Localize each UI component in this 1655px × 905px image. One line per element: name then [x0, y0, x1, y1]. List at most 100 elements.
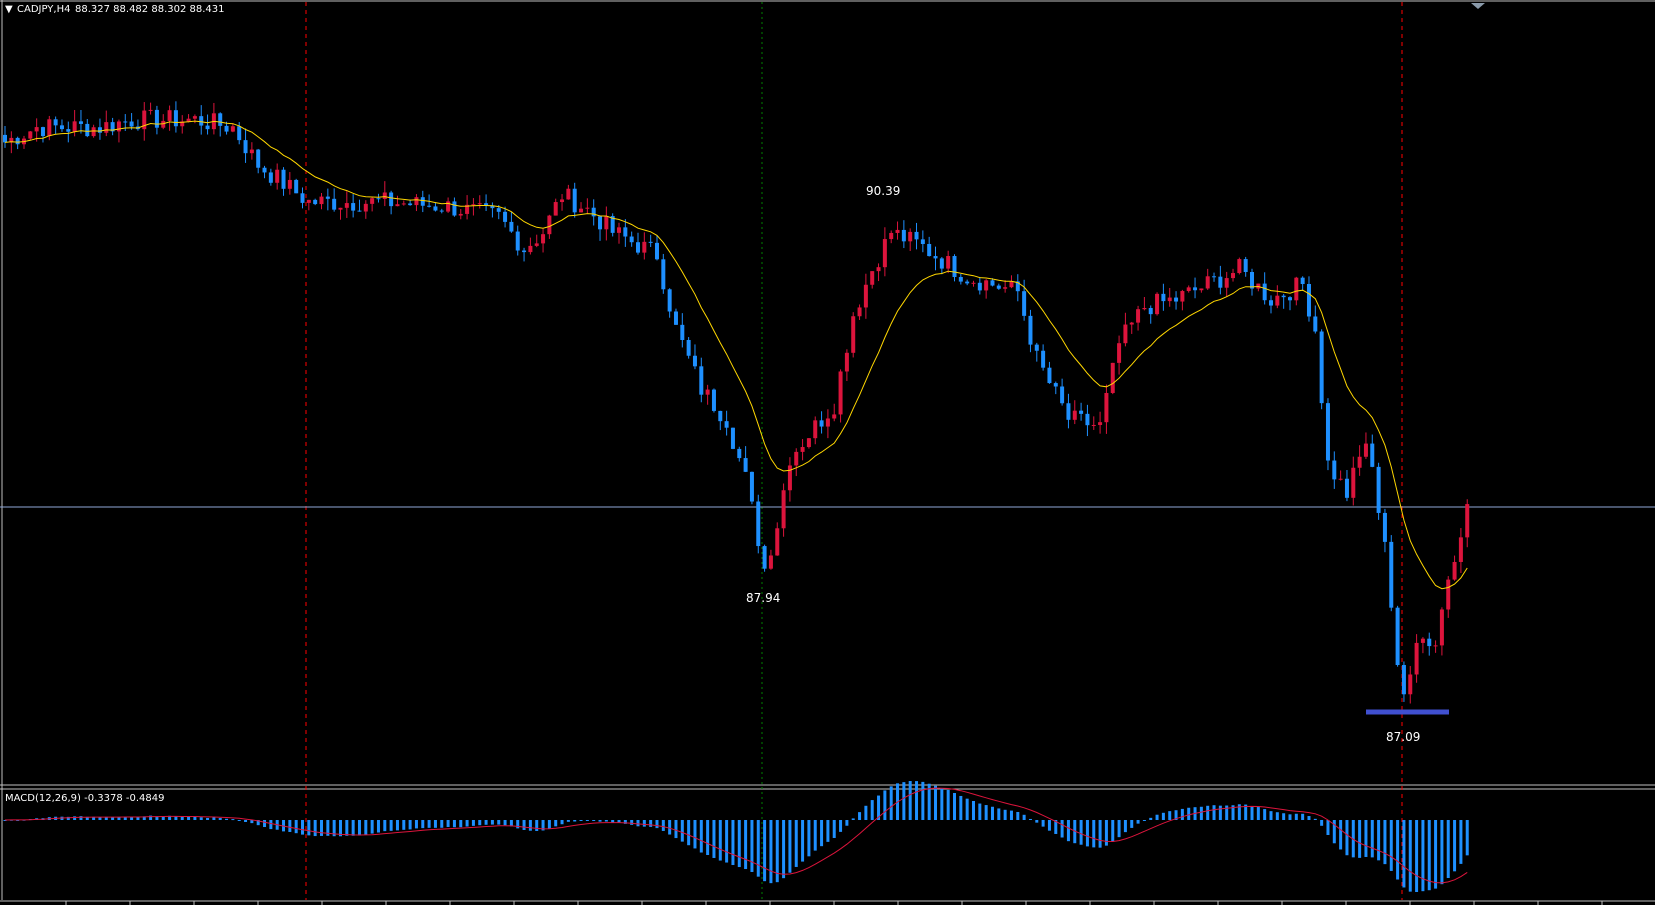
macd-bar: [1326, 820, 1330, 835]
candle-body: [1344, 478, 1349, 498]
candle-body: [1180, 291, 1185, 302]
candle-body: [471, 204, 476, 206]
macd-bar: [1047, 820, 1051, 831]
candle-body: [566, 188, 571, 200]
macd-bar: [338, 820, 342, 837]
macd-bar: [1345, 820, 1349, 856]
macd-bar: [604, 820, 608, 822]
candle-body: [357, 210, 362, 212]
macd-bar: [566, 820, 570, 822]
candle-body: [977, 282, 982, 291]
candle-body: [1098, 422, 1103, 425]
macd-bar: [389, 820, 393, 831]
macd-bar: [1028, 818, 1032, 820]
macd-bar: [402, 820, 406, 830]
macd-bar: [1054, 820, 1058, 834]
macd-bar: [459, 820, 463, 828]
macd-bar: [1459, 820, 1463, 864]
candle-body: [465, 204, 470, 214]
macd-bar: [193, 816, 197, 820]
macd-bar: [1206, 805, 1210, 820]
candle-body: [427, 205, 432, 207]
candle-body: [281, 169, 286, 189]
candle-body: [300, 193, 305, 203]
macd-bar: [953, 793, 956, 820]
candle-body: [382, 192, 387, 199]
candle-body: [1389, 541, 1394, 608]
candles: [3, 101, 1470, 704]
low-price-label: 87.09: [1386, 730, 1420, 744]
candle-body: [1218, 276, 1223, 288]
candle-body: [560, 199, 565, 203]
macd-bar: [927, 783, 931, 820]
candle-body: [1136, 309, 1141, 323]
candle-body: [673, 311, 678, 325]
candle-body: [9, 137, 14, 143]
macd-bar: [484, 820, 488, 825]
low-price-label: 87.94: [746, 591, 780, 605]
macd-bar: [832, 820, 836, 838]
candle-body: [34, 127, 39, 132]
macd-bar: [98, 817, 102, 820]
candle-body: [1243, 259, 1248, 273]
macd-bar: [1453, 820, 1457, 872]
macd-bar: [1282, 813, 1286, 820]
macd-bar: [1402, 820, 1406, 888]
macd-bar: [522, 820, 526, 830]
macd-histogram: [3, 781, 1469, 892]
macd-bar: [326, 820, 330, 836]
macd-bar: [883, 790, 887, 820]
macd-bar: [642, 820, 646, 827]
macd-bar: [731, 820, 735, 866]
ohlc-values: 88.327 88.482 88.302 88.431: [75, 4, 225, 15]
candle-body: [718, 410, 723, 422]
candle-body: [116, 121, 121, 132]
candle-body: [1009, 281, 1014, 288]
macd-bar: [351, 820, 355, 836]
candle-body: [636, 242, 640, 253]
macd-bar: [655, 820, 659, 829]
macd-bar: [560, 820, 564, 825]
candle-body: [813, 420, 818, 439]
macd-bar: [1288, 814, 1292, 820]
macd-bar: [870, 800, 874, 820]
chart-shift-marker-icon[interactable]: [1471, 3, 1485, 9]
candle-body: [857, 307, 862, 317]
candle-body: [85, 123, 90, 137]
candle-body: [230, 126, 235, 132]
macd-bar: [440, 820, 444, 828]
macd-bar: [1187, 807, 1191, 820]
candle-body: [237, 126, 242, 141]
candle-body: [996, 285, 1001, 289]
macd-bar: [706, 820, 710, 856]
candle-body: [667, 289, 672, 312]
macd-signal-line: [4, 787, 1468, 884]
macd-bar: [199, 817, 203, 820]
macd-bar: [826, 820, 830, 842]
macd-bar: [427, 820, 431, 828]
candle-body: [1357, 456, 1362, 468]
macd-bar: [807, 820, 811, 857]
macd-bar: [1421, 820, 1425, 892]
candle-body: [1034, 344, 1039, 351]
candle-body: [965, 281, 970, 284]
macd-bar: [775, 820, 779, 883]
candle-body: [876, 267, 881, 272]
candle-body: [72, 121, 77, 132]
candle-body: [1452, 561, 1457, 580]
macd-bar: [1155, 814, 1159, 820]
candle-body: [338, 207, 343, 210]
candle-body: [414, 197, 419, 206]
candle-body: [920, 239, 925, 244]
candle-body: [1155, 293, 1160, 315]
macd-bar: [794, 820, 798, 867]
macd-bar: [813, 820, 817, 851]
candle-body: [256, 149, 261, 168]
symbol-dropdown-icon[interactable]: ▼: [5, 4, 13, 15]
candle-body: [1414, 642, 1419, 675]
candle-body: [901, 229, 906, 242]
candle-body: [363, 203, 368, 212]
macd-bar: [845, 820, 849, 826]
macd-bar: [908, 781, 912, 820]
